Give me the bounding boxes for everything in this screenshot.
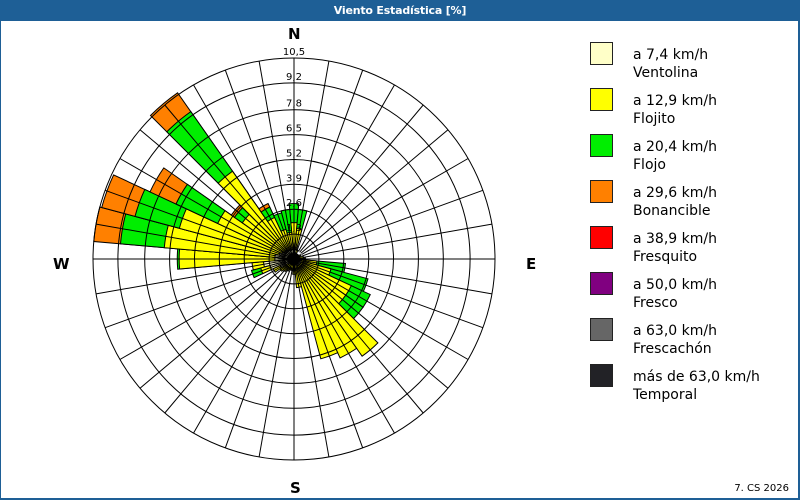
- legend-name: Frescachón: [633, 341, 712, 357]
- compass-west-label: W: [53, 255, 70, 273]
- ring-label: 1,3: [286, 223, 302, 234]
- chart-canvas: 1,3 2,6 3,9 5,2 6,5 7,8 9,2 10,5 N E S W a 7,4 …: [1, 21, 798, 498]
- ring-label: 7,8: [286, 99, 302, 110]
- legend-item-flojito: a 12,9 km/h Flojito: [590, 88, 790, 134]
- legend-swatch: [590, 88, 613, 111]
- legend-item-bonancible: a 29,6 km/h Bonancible: [590, 180, 790, 226]
- legend-name: Bonancible: [633, 203, 711, 219]
- footer-date: 7. CS 2026: [734, 483, 789, 494]
- ring-label: 3,9: [286, 173, 302, 184]
- legend-name: Flojo: [633, 157, 666, 173]
- legend-swatch: [590, 272, 613, 295]
- legend-name: Flojito: [633, 111, 676, 127]
- legend-range: a 20,4 km/h: [633, 139, 717, 155]
- legend-range: a 50,0 km/h: [633, 277, 717, 293]
- legend-range: a 38,9 km/h: [633, 231, 717, 247]
- legend-range: más de 63,0 km/h: [633, 369, 760, 385]
- compass-south-label: S: [290, 479, 301, 497]
- ring-label: 5,2: [286, 149, 302, 160]
- legend-range: a 63,0 km/h: [633, 323, 717, 339]
- legend-swatch: [590, 318, 613, 341]
- legend-item-temporal: más de 63,0 km/h Temporal: [590, 364, 790, 410]
- legend-swatch: [590, 134, 613, 157]
- legend-item-frescachon: a 63,0 km/h Frescachón: [590, 318, 790, 364]
- legend-name: Temporal: [633, 387, 698, 403]
- legend-name: Fresco: [633, 295, 678, 311]
- compass-east-label: E: [526, 255, 537, 273]
- ring-label: 9,2: [286, 72, 302, 83]
- legend-swatch: [590, 364, 613, 387]
- legend-item-ventolina: a 7,4 km/h Ventolina: [590, 42, 790, 88]
- legend-item-fresquito: a 38,9 km/h Fresquito: [590, 226, 790, 272]
- legend-swatch: [590, 180, 613, 203]
- legend-swatch: [590, 226, 613, 249]
- legend-swatch: [590, 42, 613, 65]
- ring-label: 6,5: [286, 124, 302, 135]
- legend-range: a 12,9 km/h: [633, 93, 717, 109]
- legend-range: a 29,6 km/h: [633, 185, 717, 201]
- legend-item-fresco: a 50,0 km/h Fresco: [590, 272, 790, 318]
- wind-rose-chart: 1,3 2,6 3,9 5,2 6,5 7,8 9,2 10,5: [92, 47, 496, 461]
- compass-north-label: N: [288, 25, 301, 43]
- legend-name: Fresquito: [633, 249, 698, 265]
- legend-item-flojo: a 20,4 km/h Flojo: [590, 134, 790, 180]
- ring-label: 10,5: [283, 47, 305, 58]
- legend-range: a 7,4 km/h: [633, 47, 709, 63]
- legend-name: Ventolina: [633, 65, 699, 81]
- window-title: Viento Estadística [%]: [333, 4, 467, 17]
- ring-label: 2,6: [286, 198, 302, 209]
